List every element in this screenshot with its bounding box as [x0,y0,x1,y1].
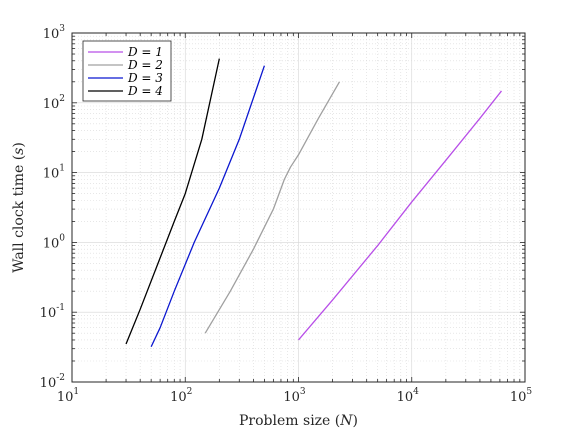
x-tick-label: 104 [397,387,420,405]
x-axis-label: Problem size (N) [239,413,358,429]
x-tick-label: 103 [283,387,306,405]
y-tick-label: 101 [43,164,65,182]
y-tick-label: 10-1 [40,303,65,321]
y-tick-label: 10-2 [40,373,65,391]
series-line-d2 [204,81,341,334]
y-tick-label: 103 [43,24,66,42]
x-tick-label: 102 [170,387,192,405]
legend-entry: D = 4 [127,84,163,98]
legend: D = 1D = 2D = 3D = 4 [82,40,172,102]
y-tick-label: 102 [43,94,65,112]
x-tick-label: 105 [510,387,533,405]
tick-labels: 101 102 103 104 105 10-2 10-1 100 101 102 103 [40,24,533,405]
x-tick-label: 101 [57,387,79,405]
legend-entry: D = 2 [127,58,163,72]
legend-entry: D = 1 [127,45,163,59]
y-tick-label: 100 [43,233,66,251]
series-line-d4 [125,58,220,345]
plot-frame [71,32,526,383]
legend-entry: D = 3 [127,71,163,85]
series-line-d3 [150,65,266,348]
y-axis-label: Wall clock time (s) [11,142,27,273]
series-line-d1 [298,90,503,341]
series-lines [125,58,503,348]
